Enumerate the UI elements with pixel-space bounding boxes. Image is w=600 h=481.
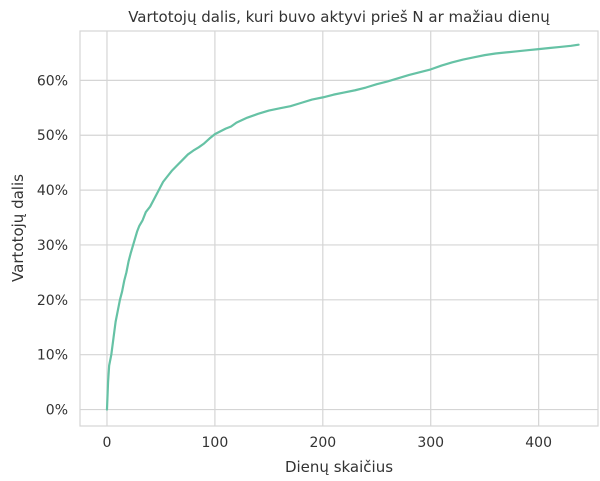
chart-title: Vartotojų dalis, kuri buvo aktyvi prieš … [128, 8, 550, 26]
y-tick-label: 0% [46, 403, 68, 419]
series-line [105, 43, 580, 411]
y-tick-label: 30% [37, 238, 68, 254]
x-tick-label: 0 [103, 435, 112, 451]
x-gridlines [106, 31, 540, 426]
x-tick-label: 300 [417, 435, 444, 451]
y-axis-label: Vartotojų dalis [9, 174, 27, 282]
plot-frame [79, 30, 599, 427]
x-tick-label: 400 [525, 435, 552, 451]
y-gridlines [80, 79, 598, 411]
x-tick-labels: 0 100 200 300 400 [103, 435, 552, 451]
x-tick-label: 100 [202, 435, 229, 451]
y-tick-label: 50% [37, 128, 68, 144]
y-tick-labels: 0% 10% 20% 30% 40% 50% 60% [37, 73, 68, 418]
y-tick-label: 10% [37, 348, 68, 364]
y-tick-label: 20% [37, 293, 68, 309]
x-tick-label: 200 [309, 435, 336, 451]
x-axis-label: Dienų skaičius [285, 458, 393, 476]
y-tick-label: 60% [37, 73, 68, 89]
y-tick-label: 40% [37, 183, 68, 199]
